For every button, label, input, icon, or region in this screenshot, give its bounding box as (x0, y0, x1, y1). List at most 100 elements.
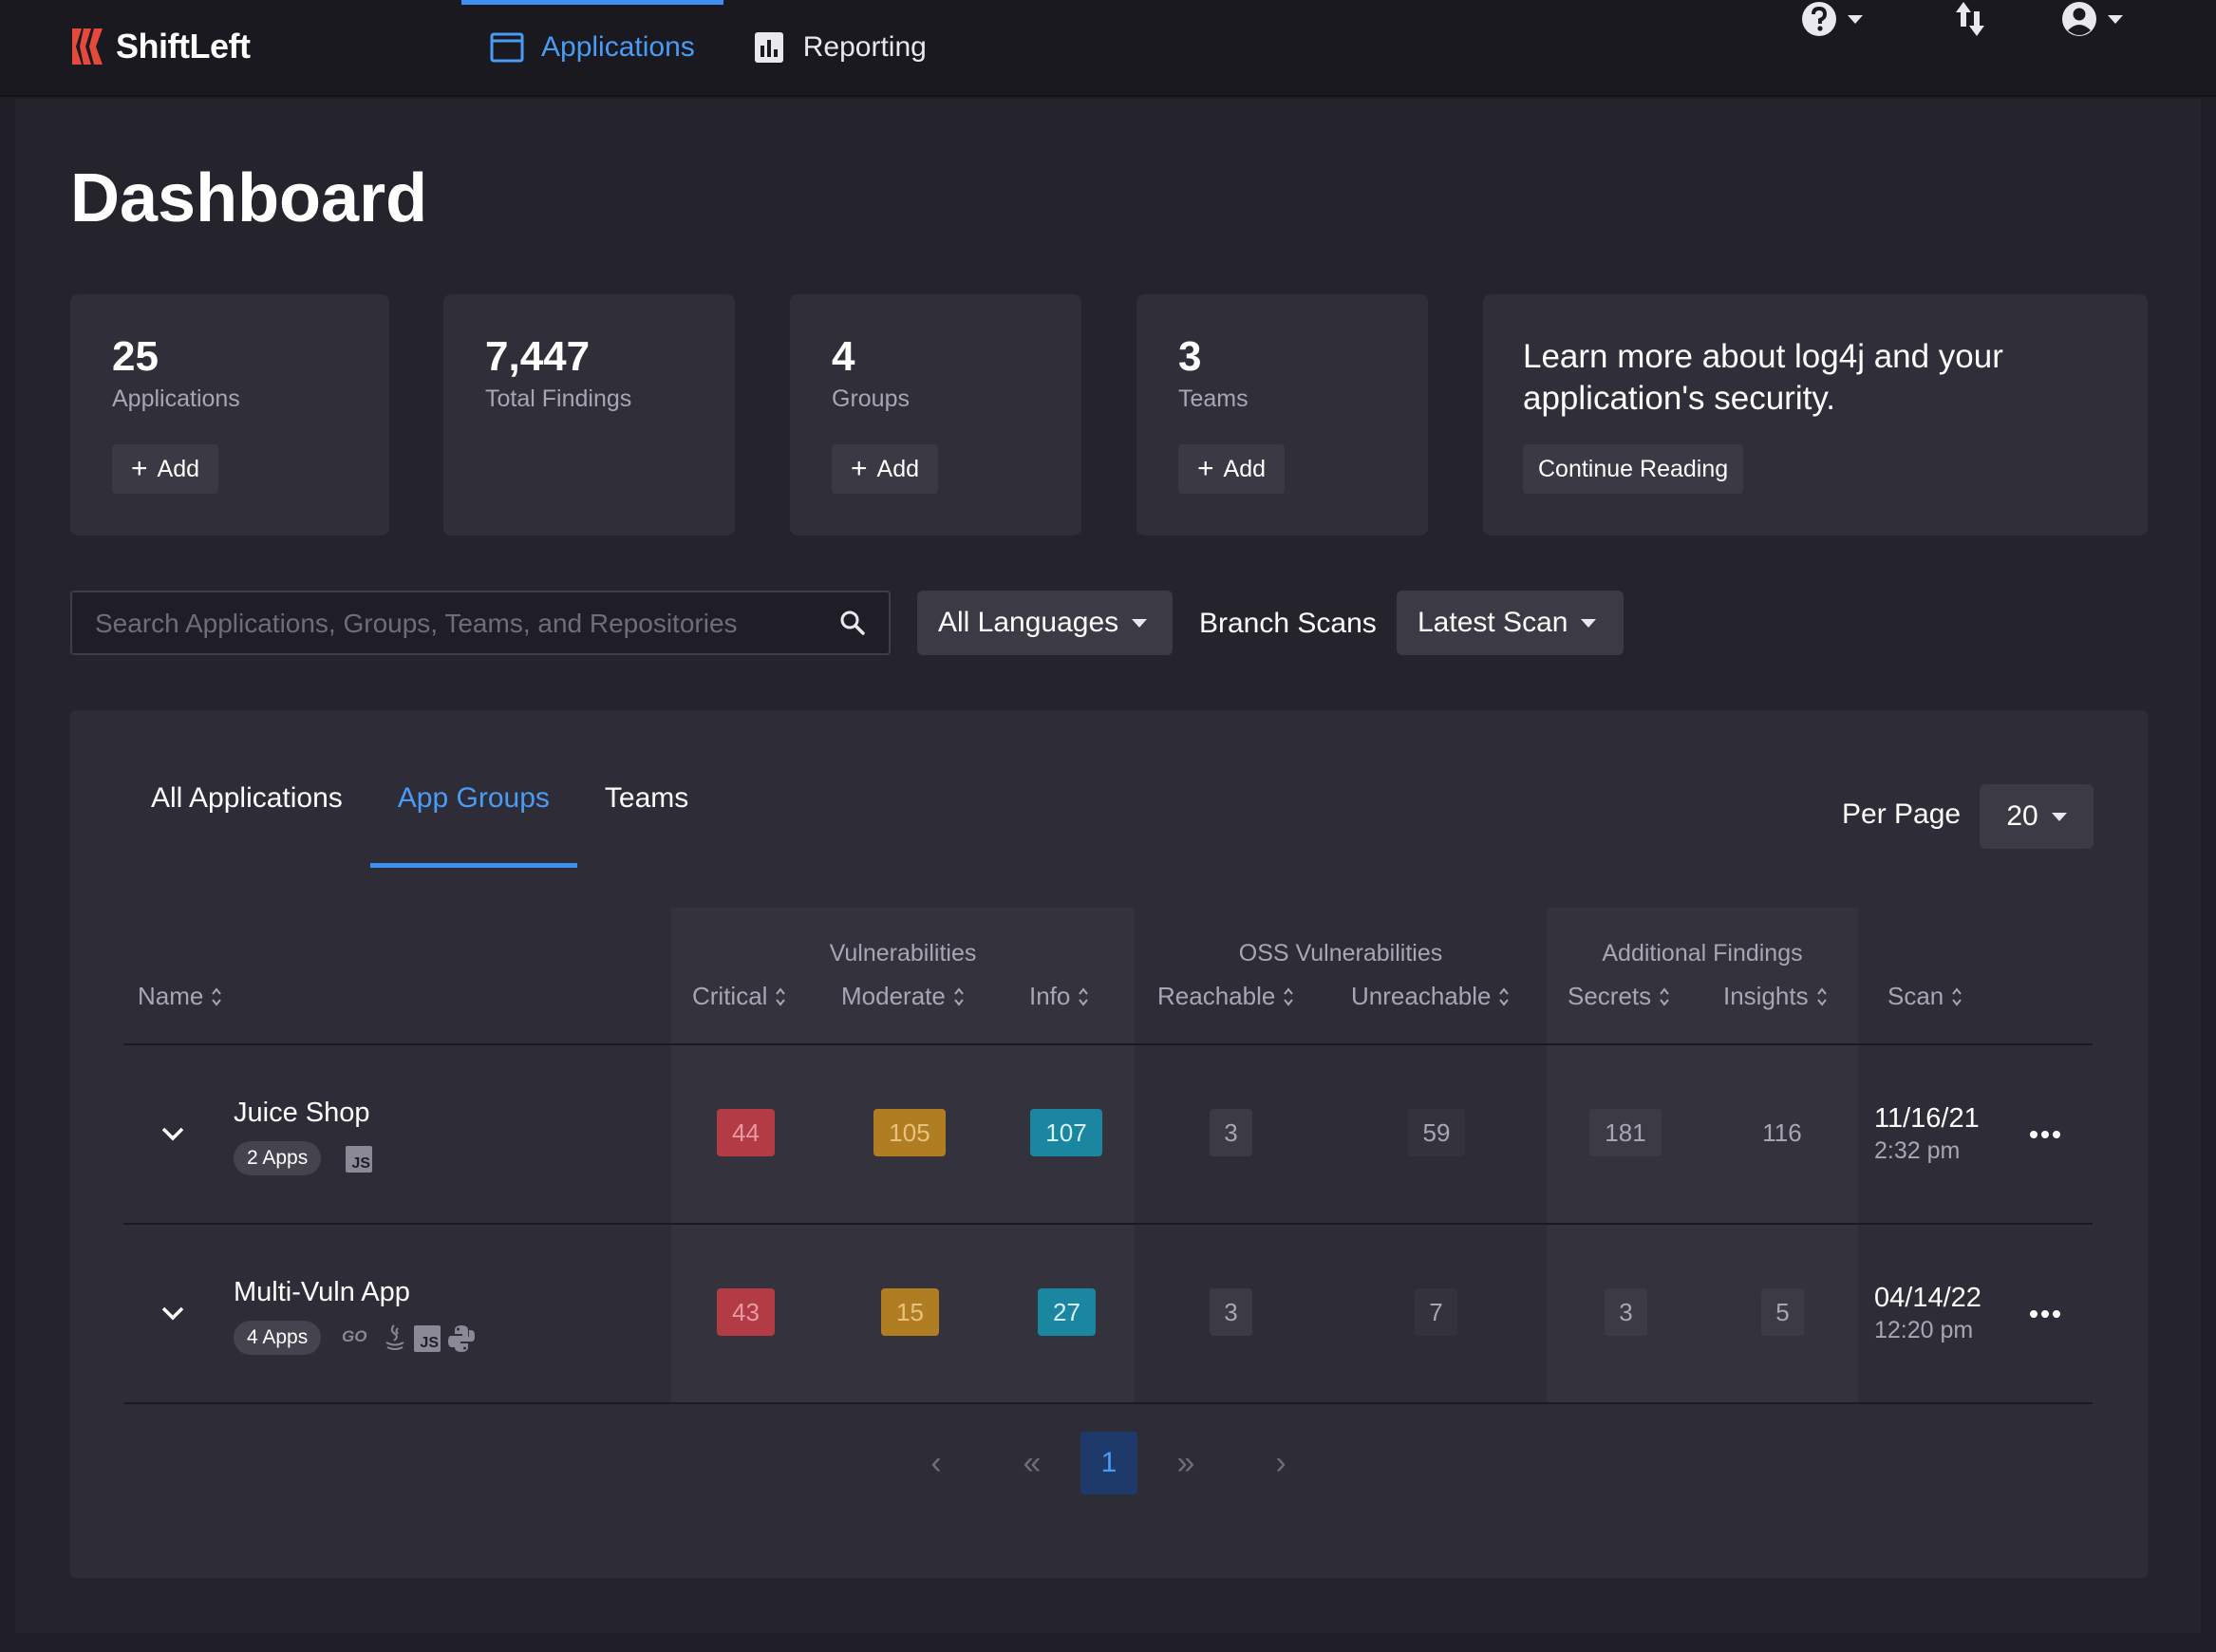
more-options-icon[interactable] (2030, 1130, 2060, 1139)
continue-reading-button[interactable]: Continue Reading (1523, 444, 1744, 494)
sort-icon (1079, 986, 1089, 1006)
help-menu-button[interactable] (1800, 0, 1863, 38)
stat-card-findings: 7,447 Total Findings (443, 294, 735, 535)
java-icon (385, 1324, 404, 1350)
column-header-reachable[interactable]: Reachable (1157, 982, 1294, 1011)
column-moderate-label: Moderate (841, 982, 946, 1010)
scan-filter-value: Latest Scan (1418, 607, 1568, 638)
language-filter-dropdown[interactable]: All Languages (917, 591, 1173, 655)
language-filter-value: All Languages (938, 607, 1119, 638)
add-group-button[interactable]: + Add (832, 444, 939, 494)
python-icon (448, 1325, 475, 1352)
column-header-insights[interactable]: Insights (1723, 982, 1828, 1011)
column-header-name[interactable]: Name (138, 982, 222, 1011)
nav-reporting[interactable]: Reporting (723, 0, 955, 95)
page-title: Dashboard (70, 160, 428, 236)
promo-text: Learn more about log4j and your applicat… (1523, 338, 2003, 417)
window-icon (490, 32, 524, 63)
add-team-button[interactable]: + Add (1178, 444, 1286, 494)
tab-all-applications[interactable]: All Applications (151, 782, 343, 814)
critical-count[interactable]: 43 (717, 1288, 775, 1336)
tab-teams[interactable]: Teams (604, 782, 689, 814)
unreachable-count[interactable]: 59 (1408, 1109, 1465, 1156)
row-divider (123, 1223, 2093, 1225)
prev-page-button[interactable]: ‹ (930, 1444, 942, 1481)
unreachable-count[interactable]: 7 (1415, 1288, 1457, 1336)
more-options-icon[interactable] (2030, 1309, 2060, 1319)
apps-count-badge: 2 Apps (234, 1141, 322, 1175)
add-group-label: Add (876, 455, 920, 482)
header-divider (123, 1043, 2093, 1045)
chevron-down-icon[interactable] (160, 1304, 186, 1323)
scan-time: 2:32 pm (1874, 1137, 1961, 1164)
logo[interactable]: ShiftLeft (68, 25, 251, 68)
sort-icon (1284, 986, 1294, 1006)
tab-app-groups[interactable]: App Groups (369, 748, 577, 868)
add-team-label: Add (1223, 455, 1267, 482)
user-menu-button[interactable] (2060, 0, 2123, 38)
group-name[interactable]: Juice Shop (234, 1098, 370, 1128)
sort-icon (1952, 986, 1962, 1006)
column-unreachable-label: Unreachable (1351, 982, 1492, 1010)
per-page-dropdown[interactable]: 20 (1980, 784, 2094, 849)
groups-label: Groups (832, 385, 910, 412)
reachable-count[interactable]: 3 (1210, 1288, 1252, 1336)
stat-card-teams: 3 Teams + Add (1136, 294, 1428, 535)
chevron-down-icon (1848, 14, 1863, 24)
next-page-button[interactable]: › (1275, 1444, 1286, 1481)
group-name[interactable]: Multi-Vuln App (234, 1277, 410, 1307)
applications-label: Applications (112, 385, 240, 412)
chevron-down-icon[interactable] (160, 1124, 186, 1143)
column-name-label: Name (138, 982, 204, 1010)
scan-date: 04/14/22 (1874, 1283, 1981, 1313)
nav-reporting-label: Reporting (802, 31, 927, 63)
column-secrets-label: Secrets (1568, 982, 1652, 1010)
user-avatar-icon (2062, 2, 2096, 36)
nav-applications-label: Applications (541, 31, 695, 63)
column-header-info[interactable]: Info (1029, 982, 1089, 1011)
column-header-scan[interactable]: Scan (1887, 982, 1962, 1011)
stat-card-applications: 25 Applications + Add (70, 294, 389, 535)
row-divider (123, 1402, 2093, 1404)
add-application-label: Add (157, 455, 200, 482)
column-header-unreachable[interactable]: Unreachable (1351, 982, 1510, 1011)
reachable-count[interactable]: 3 (1210, 1109, 1252, 1156)
findings-label: Total Findings (485, 385, 632, 412)
info-count[interactable]: 107 (1030, 1109, 1102, 1156)
column-header-moderate[interactable]: Moderate (841, 982, 965, 1011)
column-header-critical[interactable]: Critical (692, 982, 786, 1011)
chevron-down-icon (2108, 14, 2123, 24)
per-page-label: Per Page (1842, 798, 1962, 830)
nav-applications[interactable]: Applications (461, 0, 723, 95)
main-nav: Applications Reporting (461, 0, 955, 95)
sort-icon (776, 986, 786, 1006)
column-header-secrets[interactable]: Secrets (1568, 982, 1670, 1011)
sort-icon (1660, 986, 1669, 1006)
moderate-count[interactable]: 15 (881, 1288, 939, 1336)
add-application-button[interactable]: + Add (112, 444, 219, 494)
chevron-down-icon (2051, 812, 2067, 821)
insights-count[interactable]: 5 (1761, 1288, 1804, 1336)
stat-card-groups: 4 Groups + Add (790, 294, 1081, 535)
teams-label: Teams (1178, 385, 1249, 412)
secrets-count[interactable]: 3 (1605, 1288, 1647, 1336)
page-1-button[interactable]: 1 (1080, 1432, 1137, 1494)
last-page-button[interactable]: » (1176, 1444, 1195, 1481)
moderate-count[interactable]: 105 (873, 1109, 946, 1156)
insights-count[interactable]: 116 (1746, 1109, 1818, 1156)
plus-icon: + (131, 453, 148, 484)
search-input[interactable] (93, 592, 837, 655)
secrets-count[interactable]: 181 (1589, 1109, 1662, 1156)
switch-org-button[interactable] (1954, 0, 1986, 38)
go-icon: GO (342, 1327, 367, 1345)
sort-icon (954, 986, 964, 1006)
vulnerabilities-group-header: Vulnerabilities (829, 940, 977, 967)
search-icon[interactable] (839, 610, 866, 636)
scan-time: 12:20 pm (1874, 1317, 1974, 1343)
first-page-button[interactable]: « (1023, 1444, 1042, 1481)
scan-filter-dropdown[interactable]: Latest Scan (1397, 591, 1624, 655)
sort-icon (1499, 986, 1510, 1006)
apps-count-badge: 4 Apps (234, 1321, 322, 1355)
info-count[interactable]: 27 (1038, 1288, 1096, 1336)
critical-count[interactable]: 44 (717, 1109, 775, 1156)
